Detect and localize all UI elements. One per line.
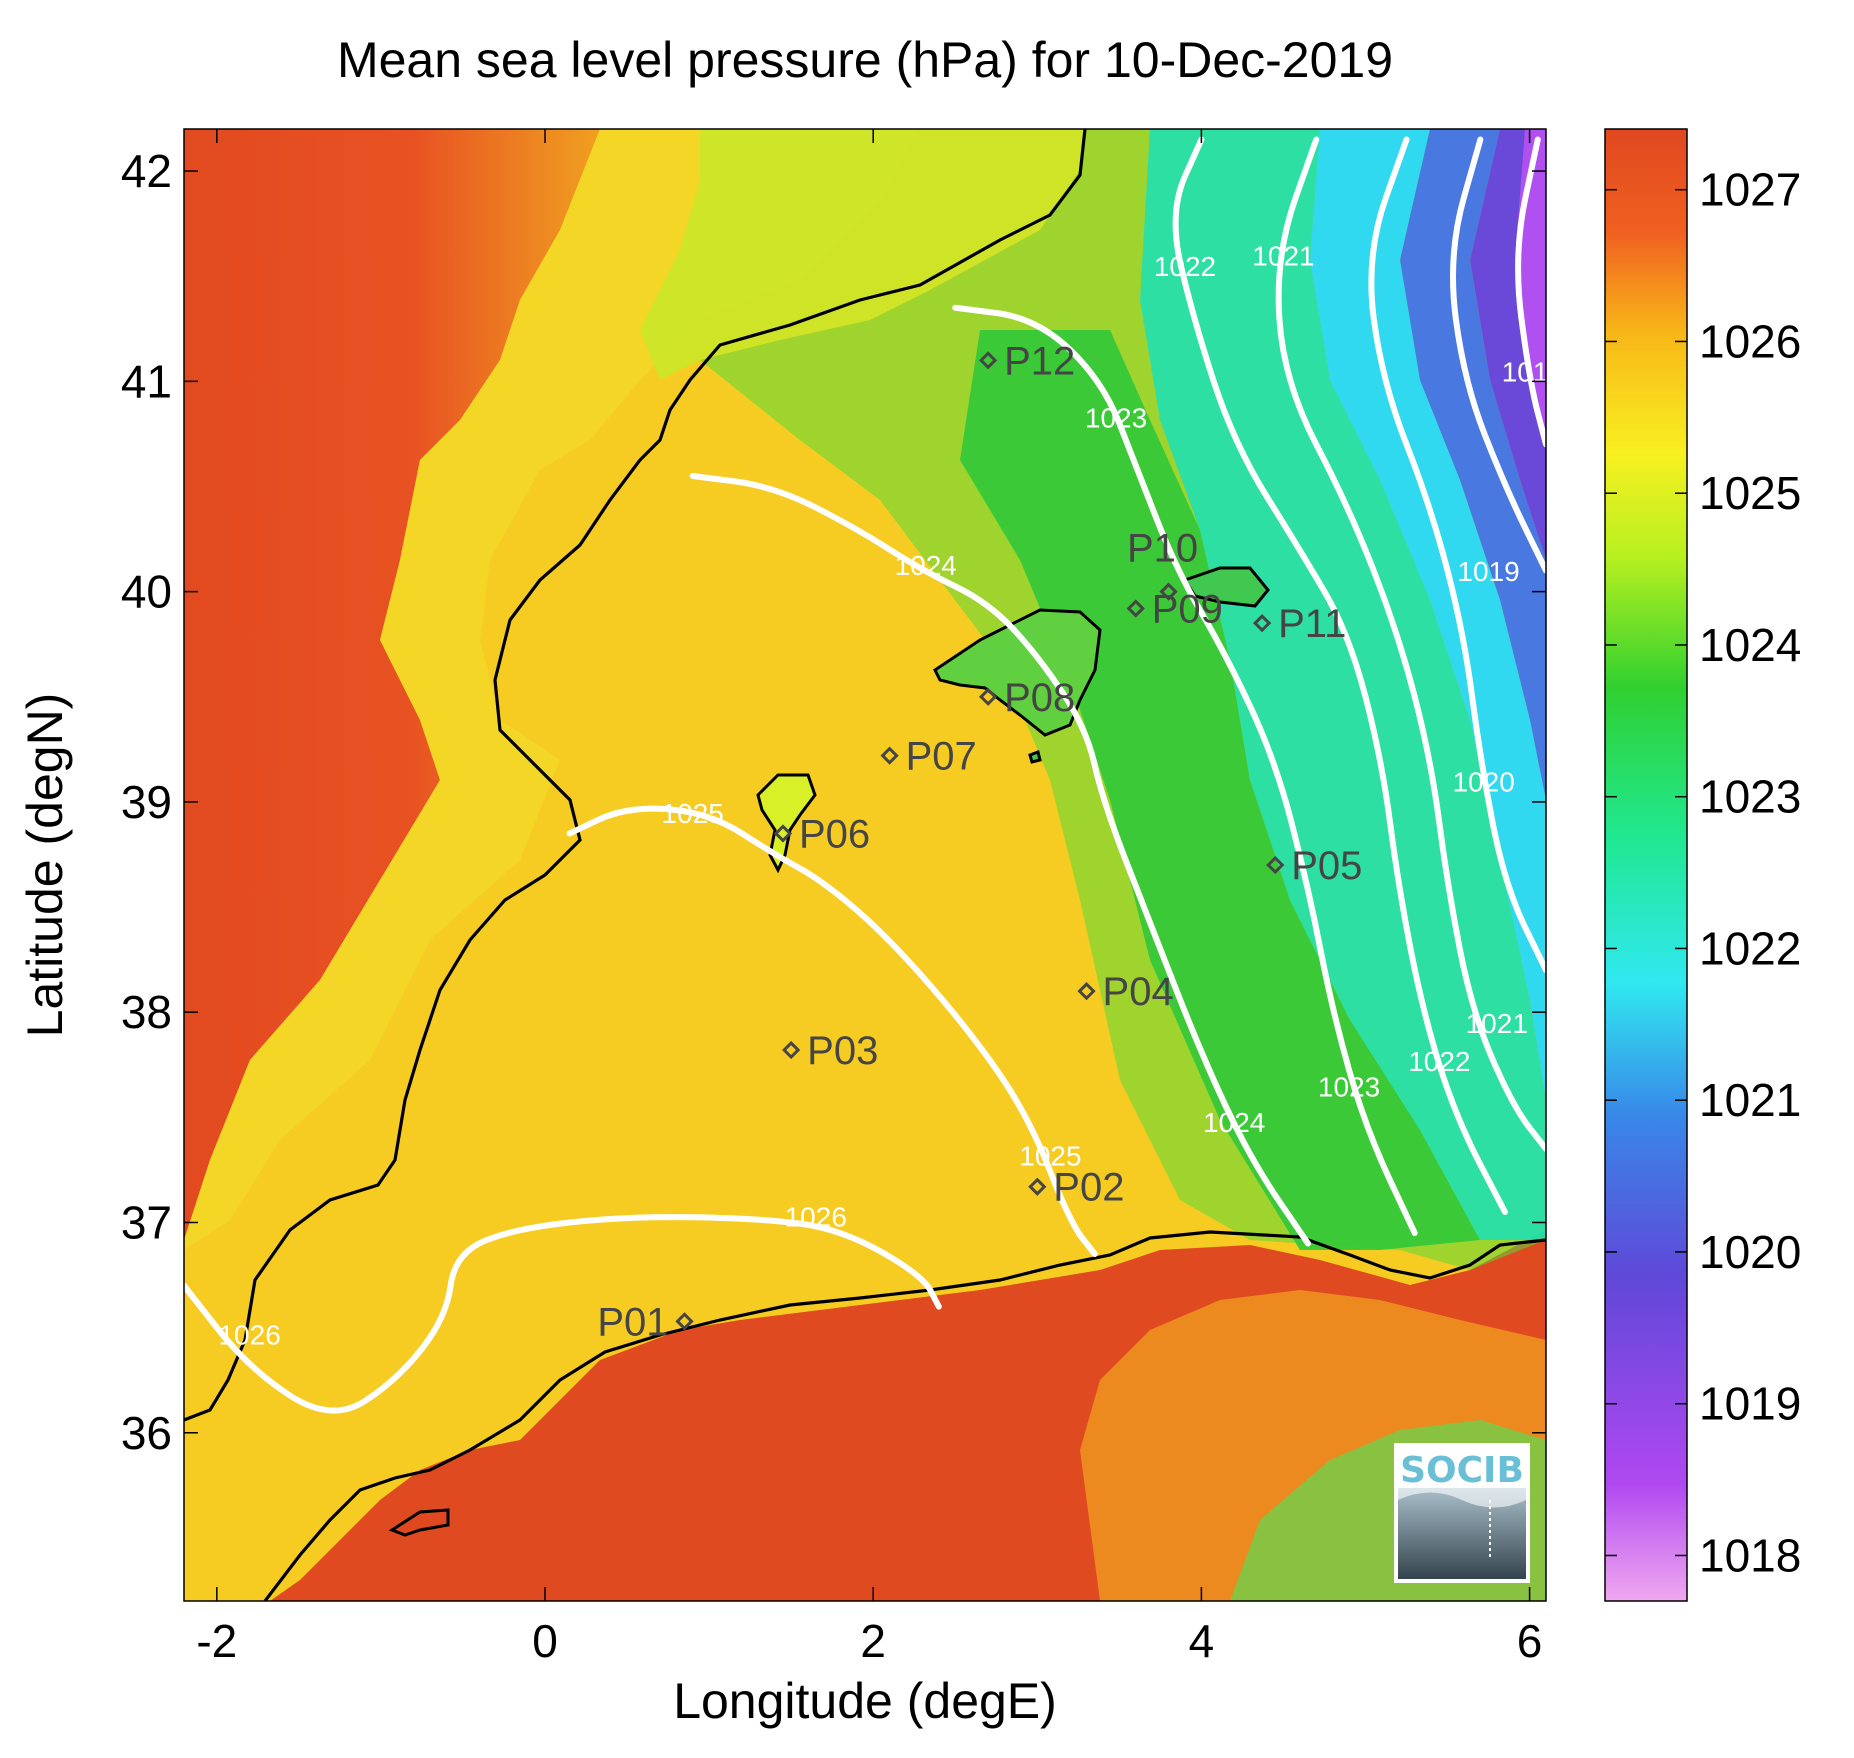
land-transition-band — [184, 129, 920, 1250]
station-label: P04 — [1103, 970, 1174, 1014]
isobar-label: 1021 — [1466, 1008, 1528, 1039]
isobar-label: 1023 — [1318, 1071, 1380, 1102]
colorbar-tick-label: 1019 — [1699, 1378, 1801, 1430]
x-tick-label: 4 — [1189, 1615, 1215, 1667]
land-catalonia — [640, 129, 1085, 380]
colorbar-tick-label: 1020 — [1699, 1226, 1801, 1278]
colorbar-tick-label: 1023 — [1699, 771, 1801, 823]
station-label: P06 — [799, 812, 870, 856]
station-marker — [1077, 982, 1096, 1001]
colorbar-tick-label: 1022 — [1699, 922, 1801, 974]
isobar-label: 1024 — [895, 550, 957, 581]
y-tick-label: 38 — [121, 986, 172, 1038]
station-label: P08 — [1004, 676, 1075, 720]
y-tick-label: 39 — [121, 776, 172, 828]
island-menorca — [1182, 566, 1270, 608]
colorbar-tick-label: 1024 — [1699, 619, 1801, 671]
logo-wave — [1398, 1488, 1526, 1508]
station-marker — [675, 1312, 694, 1331]
sea-teal-zone — [1140, 129, 1546, 1240]
colorbar-ticks: 1018 1019 1020 1021 1022 1023 1024 1025 1026 1027 — [1605, 164, 1801, 1581]
station-marker — [880, 746, 899, 765]
map-plot-area: 1026 1026 1025 1025 1024 1024 1023 1023 1022 1022… — [184, 129, 1564, 1601]
isobar-label: 1022 — [1154, 251, 1216, 282]
station-label: P11 — [1278, 602, 1346, 646]
station-marker — [773, 824, 793, 843]
isobar-1018 — [1515, 136, 1546, 448]
y-tick-label: 41 — [121, 355, 172, 407]
plot-frame — [183, 128, 1547, 1602]
y-tick-label: 42 — [121, 145, 172, 197]
isobar-label: 1022 — [1408, 1046, 1470, 1077]
isobar-label: 1020 — [1452, 766, 1514, 797]
socib-logo: SOCIB — [1394, 1443, 1530, 1583]
station-marker — [1028, 1177, 1047, 1196]
station-label: P10 — [1127, 527, 1198, 571]
isobar-1020 — [1368, 136, 1546, 974]
x-axis-label: Longitude (degE) — [673, 1673, 1057, 1729]
y-tick-label: 40 — [121, 566, 172, 618]
y-tick-label: 36 — [121, 1407, 172, 1459]
x-tick-label: 6 — [1517, 1615, 1543, 1667]
colorbar-tick-label: 1025 — [1699, 467, 1801, 519]
isobar-1021 — [1275, 136, 1546, 1152]
station-label: P02 — [1053, 1166, 1124, 1210]
station-marker — [978, 687, 998, 706]
chart-title: Mean sea level pressure (hPa) for 10-Dec… — [337, 32, 1393, 88]
isobar-1022 — [1172, 136, 1508, 1215]
x-tick-label: -2 — [196, 1615, 237, 1667]
isobar-1025 — [566, 805, 1098, 1258]
isobar-label: 1021 — [1252, 241, 1314, 272]
isobar-label: 1018 — [1502, 356, 1564, 387]
colorbar-tick-label: 1018 — [1699, 1529, 1801, 1581]
island-alboran — [388, 1508, 450, 1537]
colorbar: 1018 1019 1020 1021 1022 1023 1024 1025 1026 1027 — [1604, 128, 1801, 1602]
coastline-iberia — [184, 129, 1087, 1422]
isobar-1024 — [689, 472, 1312, 1247]
colorbar-tick-label: 1026 — [1699, 315, 1801, 367]
island-ibiza — [756, 773, 817, 874]
station-marker — [1159, 582, 1178, 601]
isobar-contours: 1026 1026 1025 1025 1024 1024 1023 1023 1022 1022… — [184, 136, 1564, 1414]
isobar-1026 — [184, 1214, 942, 1414]
isobar-label: 1026 — [218, 1319, 280, 1350]
x-tick-label: 0 — [532, 1615, 558, 1667]
logo-text: SOCIB — [1400, 1450, 1524, 1491]
y-axis: 36 37 38 39 40 41 42 — [121, 145, 1546, 1459]
sea-cyan-zone — [1310, 129, 1546, 1100]
station-marker — [1126, 599, 1145, 618]
station-label: P01 — [597, 1300, 668, 1344]
isobar-1023 — [952, 304, 1418, 1236]
colorbar-tick-label: 1027 — [1699, 164, 1801, 216]
isobar-label: 1025 — [662, 798, 724, 829]
station-label: P05 — [1291, 844, 1362, 888]
station-label: P07 — [906, 735, 977, 779]
station-marker — [978, 351, 998, 370]
x-axis: -2 0 2 4 6 — [196, 129, 1542, 1667]
isobar-label: 1025 — [1019, 1141, 1081, 1172]
colorbar-gradient — [1604, 128, 1688, 1602]
station-label: P12 — [1004, 339, 1075, 383]
y-tick-label: 37 — [121, 1196, 172, 1248]
colorbar-tick-label: 1021 — [1699, 1074, 1801, 1126]
station-marker — [782, 1040, 801, 1060]
sea-blue-zone — [1400, 129, 1546, 800]
isobar-label: 1019 — [1457, 556, 1519, 587]
island-cabrera — [1028, 750, 1042, 764]
station-label: P03 — [807, 1029, 878, 1073]
isobar-label: 1023 — [1085, 403, 1147, 434]
x-tick-label: 2 — [860, 1615, 886, 1667]
isobar-1019 — [1450, 136, 1546, 574]
y-axis-label: Latitude (degN) — [17, 693, 73, 1038]
station-marker — [1252, 614, 1272, 633]
station-marker — [1266, 855, 1285, 875]
isobar-label: 1024 — [1203, 1107, 1265, 1138]
land-iberia — [184, 129, 600, 1240]
coastline-africa — [263, 1230, 1546, 1601]
isobar-label: 1026 — [785, 1202, 847, 1233]
